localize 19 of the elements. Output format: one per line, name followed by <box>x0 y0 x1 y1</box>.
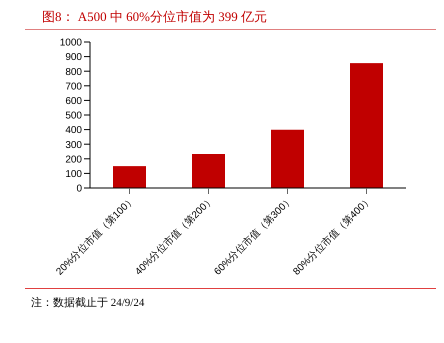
bar <box>113 166 146 188</box>
y-tick-label: 600 <box>65 96 82 107</box>
y-tick-label: 200 <box>65 154 82 166</box>
bar <box>350 63 383 188</box>
bar <box>271 130 304 188</box>
y-tick-label: 900 <box>65 52 82 64</box>
y-tick-label: 0 <box>76 184 82 195</box>
x-tick-label: 20%分位市值（第100） <box>54 194 138 278</box>
y-tick-label: 800 <box>65 66 82 78</box>
text: 注：数据截止于 24/9/24 <box>31 296 146 310</box>
y-tick-label: 1000 <box>60 38 82 49</box>
chart-title: 图8： A500 中 60%分位市值为 399 亿元 <box>25 8 436 30</box>
y-tick-label: 300 <box>65 140 82 151</box>
y-tick-label: 500 <box>65 110 82 122</box>
bar <box>192 154 225 188</box>
y-tick-label: 700 <box>65 81 82 92</box>
y-tick-label: 400 <box>65 125 82 136</box>
y-tick-label: 100 <box>65 168 82 180</box>
x-tick-label: 80%分位市值（第400） <box>290 194 375 278</box>
